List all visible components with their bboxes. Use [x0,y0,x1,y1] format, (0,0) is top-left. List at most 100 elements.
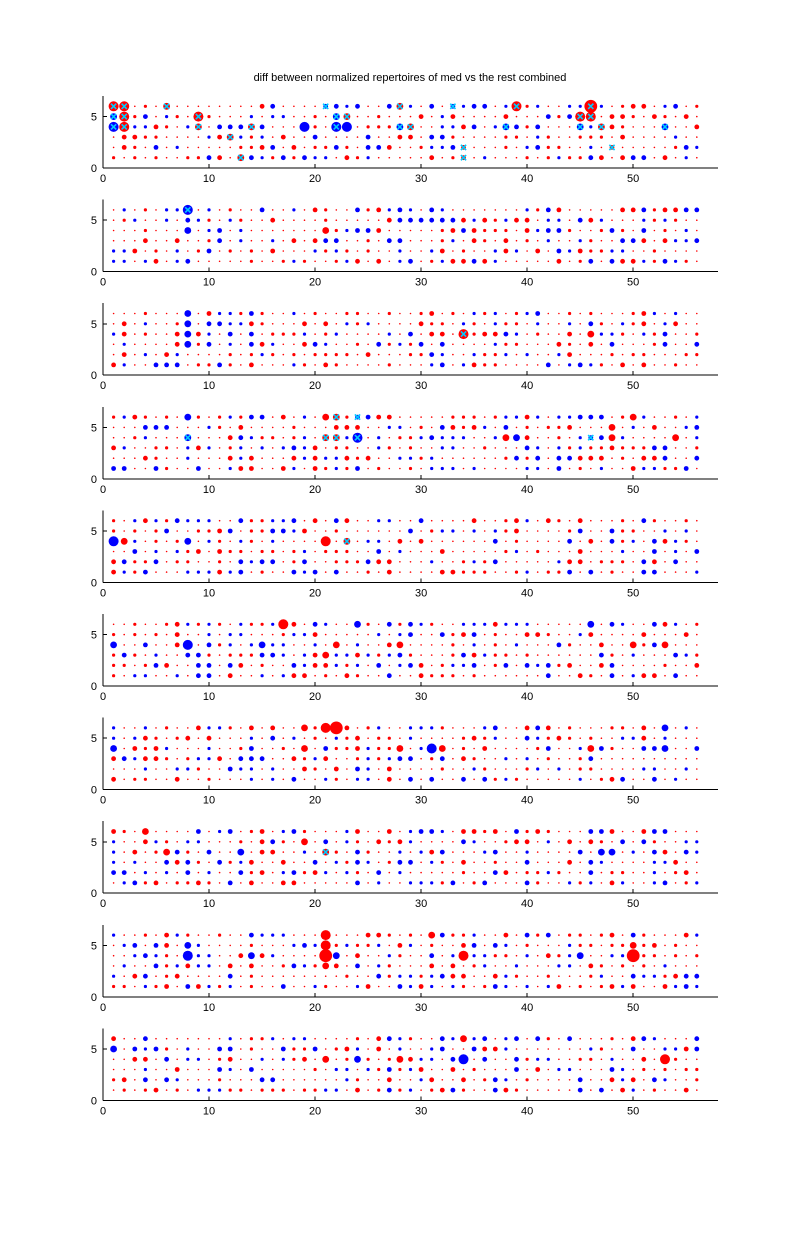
data-point-4-54-1 [674,466,678,471]
data-point-5-22-6 [333,518,339,524]
data-point-1-36-4 [483,126,486,128]
data-point-3-41-5 [536,322,540,326]
data-point-9-42-5 [547,944,550,947]
y-tick-label-6-0: 0 [91,681,97,693]
flag-marker-1-1-6 [110,103,117,110]
data-point-6-32-5 [439,632,445,637]
data-point-4-50-3 [631,446,635,450]
data-point-2-23-1 [345,259,349,263]
data-point-3-10-5 [206,321,212,327]
data-point-6-1-3 [112,653,116,657]
data-point-4-37-6 [493,415,497,419]
data-point-3-7-6 [176,312,178,315]
data-point-4-49-5 [621,426,624,429]
data-point-3-15-1 [261,364,263,366]
data-point-4-1-1 [111,466,116,471]
data-point-4-28-6 [399,416,401,418]
data-point-6-11-2 [218,664,221,667]
data-point-6-4-3 [144,654,147,656]
data-point-4-13-6 [239,415,243,419]
data-point-5-51-2 [641,559,647,565]
data-point-4-31-4 [429,435,435,441]
data-point-1-35-3 [473,136,475,138]
data-point-7-43-3 [558,757,560,760]
data-point-7-6-3 [165,757,169,761]
data-point-4-12-1 [228,466,232,471]
data-point-10-27-3 [386,1067,392,1072]
data-point-8-47-3 [599,860,604,864]
data-point-7-54-5 [674,737,677,739]
data-point-1-48-6 [611,105,613,108]
data-point-6-53-5 [664,633,666,636]
data-point-6-47-2 [599,663,604,668]
data-point-8-43-4 [558,851,560,853]
data-point-1-40-5 [526,115,528,118]
data-point-9-37-6 [494,934,497,936]
data-point-2-44-2 [568,249,572,253]
data-point-10-30-3 [418,1067,424,1072]
data-point-7-22-4 [334,746,338,751]
data-point-8-44-1 [568,881,572,885]
data-point-2-19-6 [303,209,306,211]
data-point-6-23-4 [346,644,348,646]
data-point-10-2-5 [123,1048,125,1050]
data-point-1-4-1 [144,156,147,159]
data-point-2-42-5 [546,218,550,222]
data-point-1-38-5 [503,114,509,119]
x-tick-label-9-20: 20 [309,1002,321,1014]
data-point-6-47-6 [600,623,603,626]
data-point-7-29-5 [408,736,413,740]
data-point-2-52-4 [653,229,656,232]
data-point-6-7-5 [174,632,180,637]
data-point-2-49-1 [620,258,625,264]
data-point-8-45-3 [579,861,581,864]
data-point-5-50-6 [632,519,634,522]
data-point-10-7-4 [176,1058,178,1061]
data-point-9-22-1 [335,985,338,988]
data-point-1-33-2 [450,145,456,150]
data-point-1-11-4 [217,124,223,130]
data-point-8-41-6 [535,829,541,834]
data-point-7-51-6 [641,725,647,731]
data-point-8-19-1 [303,882,306,884]
data-point-8-56-3 [696,861,698,864]
data-point-7-39-2 [515,768,518,770]
data-point-7-2-1 [123,778,125,781]
data-point-7-43-1 [558,778,560,781]
data-point-4-51-1 [642,466,646,471]
data-point-7-6-1 [165,778,168,781]
data-point-1-35-4 [471,124,477,130]
data-point-1-32-5 [440,115,444,119]
data-point-9-40-2 [526,975,528,977]
data-point-6-16-3 [270,652,276,658]
data-point-3-5-2 [155,353,157,356]
data-point-7-47-5 [600,737,603,739]
data-point-7-15-2 [261,768,263,770]
data-point-5-36-6 [483,519,486,522]
data-point-8-56-4 [695,850,699,854]
data-point-8-28-4 [398,850,402,854]
data-point-2-52-6 [652,208,657,212]
data-point-7-31-6 [430,726,434,730]
data-point-8-21-5 [323,839,329,845]
data-point-10-20-4 [314,1058,316,1061]
data-point-2-21-1 [324,260,327,263]
data-point-9-6-3 [165,964,169,968]
data-point-6-53-1 [664,674,666,677]
data-point-7-54-3 [674,757,677,760]
data-point-1-51-5 [643,115,645,118]
data-point-3-37-4 [492,331,498,337]
data-point-9-31-4 [429,953,435,959]
data-point-4-49-6 [621,415,625,419]
data-point-9-49-2 [621,975,624,977]
data-point-9-34-2 [461,973,466,979]
data-point-7-29-3 [408,756,413,762]
data-point-5-3-5 [133,529,137,533]
data-point-8-18-1 [291,880,297,886]
data-point-4-47-3 [599,446,604,450]
data-point-1-47-6 [599,104,604,108]
x-tick-label-3-10: 10 [203,380,215,392]
data-point-8-36-6 [483,829,487,834]
data-point-3-55-5 [685,323,687,325]
data-point-7-1-5 [112,736,116,740]
